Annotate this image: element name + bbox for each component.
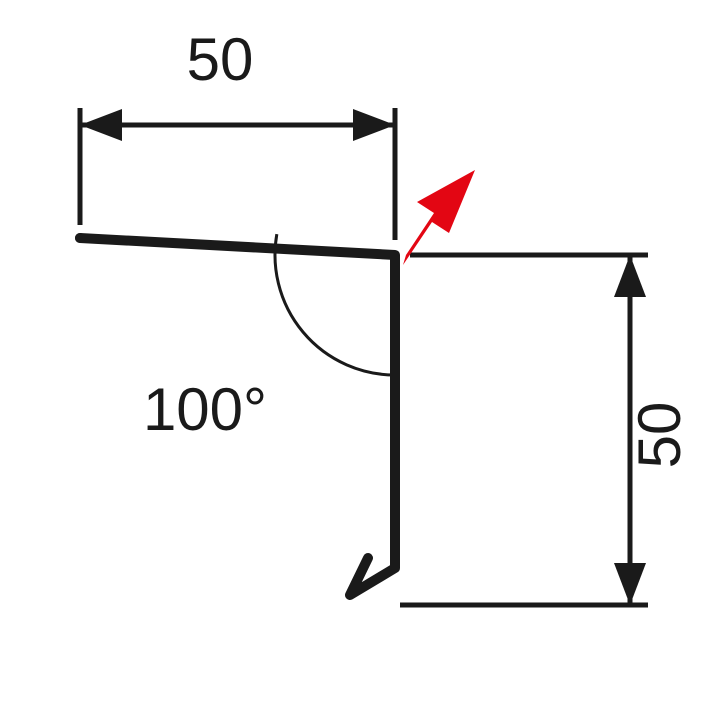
dim-right-label: 50: [626, 402, 693, 469]
dimension-top: 50: [80, 26, 395, 141]
dim-right-arrow-bot: [614, 563, 646, 605]
dim-top-label: 50: [187, 26, 254, 93]
profile-left-cap: [75, 233, 85, 243]
dim-top-arrow-left: [80, 109, 122, 141]
dim-right-arrow-top: [614, 255, 646, 297]
dimension-right: 50: [614, 255, 693, 605]
angle-label: 100°: [143, 376, 267, 443]
indicator-arrow-icon: [403, 170, 475, 265]
technical-drawing: 50 50 100°: [0, 0, 725, 725]
dim-top-arrow-right: [353, 109, 395, 141]
